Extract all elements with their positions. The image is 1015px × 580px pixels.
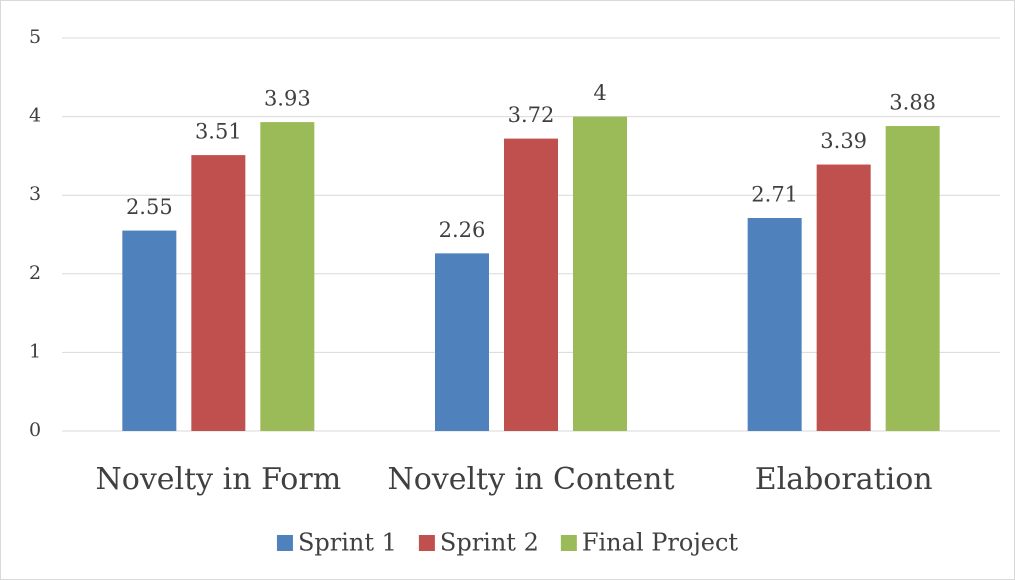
bar <box>435 253 489 431</box>
data-label: 3.93 <box>264 87 311 111</box>
data-label: 3.88 <box>889 91 936 115</box>
bar <box>260 122 315 432</box>
bar <box>191 155 246 431</box>
x-tick-label: Novelty in Form <box>96 462 342 497</box>
legend-swatch <box>560 535 577 551</box>
bar <box>816 164 871 431</box>
data-label: 3.72 <box>508 103 555 127</box>
legend-label: Sprint 2 <box>440 529 539 557</box>
data-label: 2.55 <box>126 195 173 219</box>
y-tick-label: 0 <box>29 419 41 441</box>
data-label: 3.51 <box>195 120 242 144</box>
data-label: 3.39 <box>820 129 867 153</box>
bar <box>885 126 940 432</box>
legend-swatch <box>418 535 435 551</box>
data-label: 2.26 <box>439 218 486 242</box>
data-label: 4 <box>593 81 606 105</box>
y-tick-label: 5 <box>29 26 41 48</box>
x-tick-label: Novelty in Content <box>387 462 674 497</box>
legend-label: Final Project <box>582 529 739 557</box>
y-tick-label: 2 <box>29 262 41 284</box>
bar <box>122 230 177 431</box>
x-tick-label: Elaboration <box>755 462 933 497</box>
y-tick-label: 4 <box>29 105 41 127</box>
bar <box>747 217 802 431</box>
y-tick-label: 3 <box>29 183 41 205</box>
legend-label: Sprint 1 <box>298 529 397 557</box>
bar <box>504 138 558 431</box>
bar <box>573 116 627 431</box>
legend-swatch <box>276 535 293 551</box>
data-label: 2.71 <box>751 182 798 206</box>
y-tick-label: 1 <box>29 340 41 362</box>
